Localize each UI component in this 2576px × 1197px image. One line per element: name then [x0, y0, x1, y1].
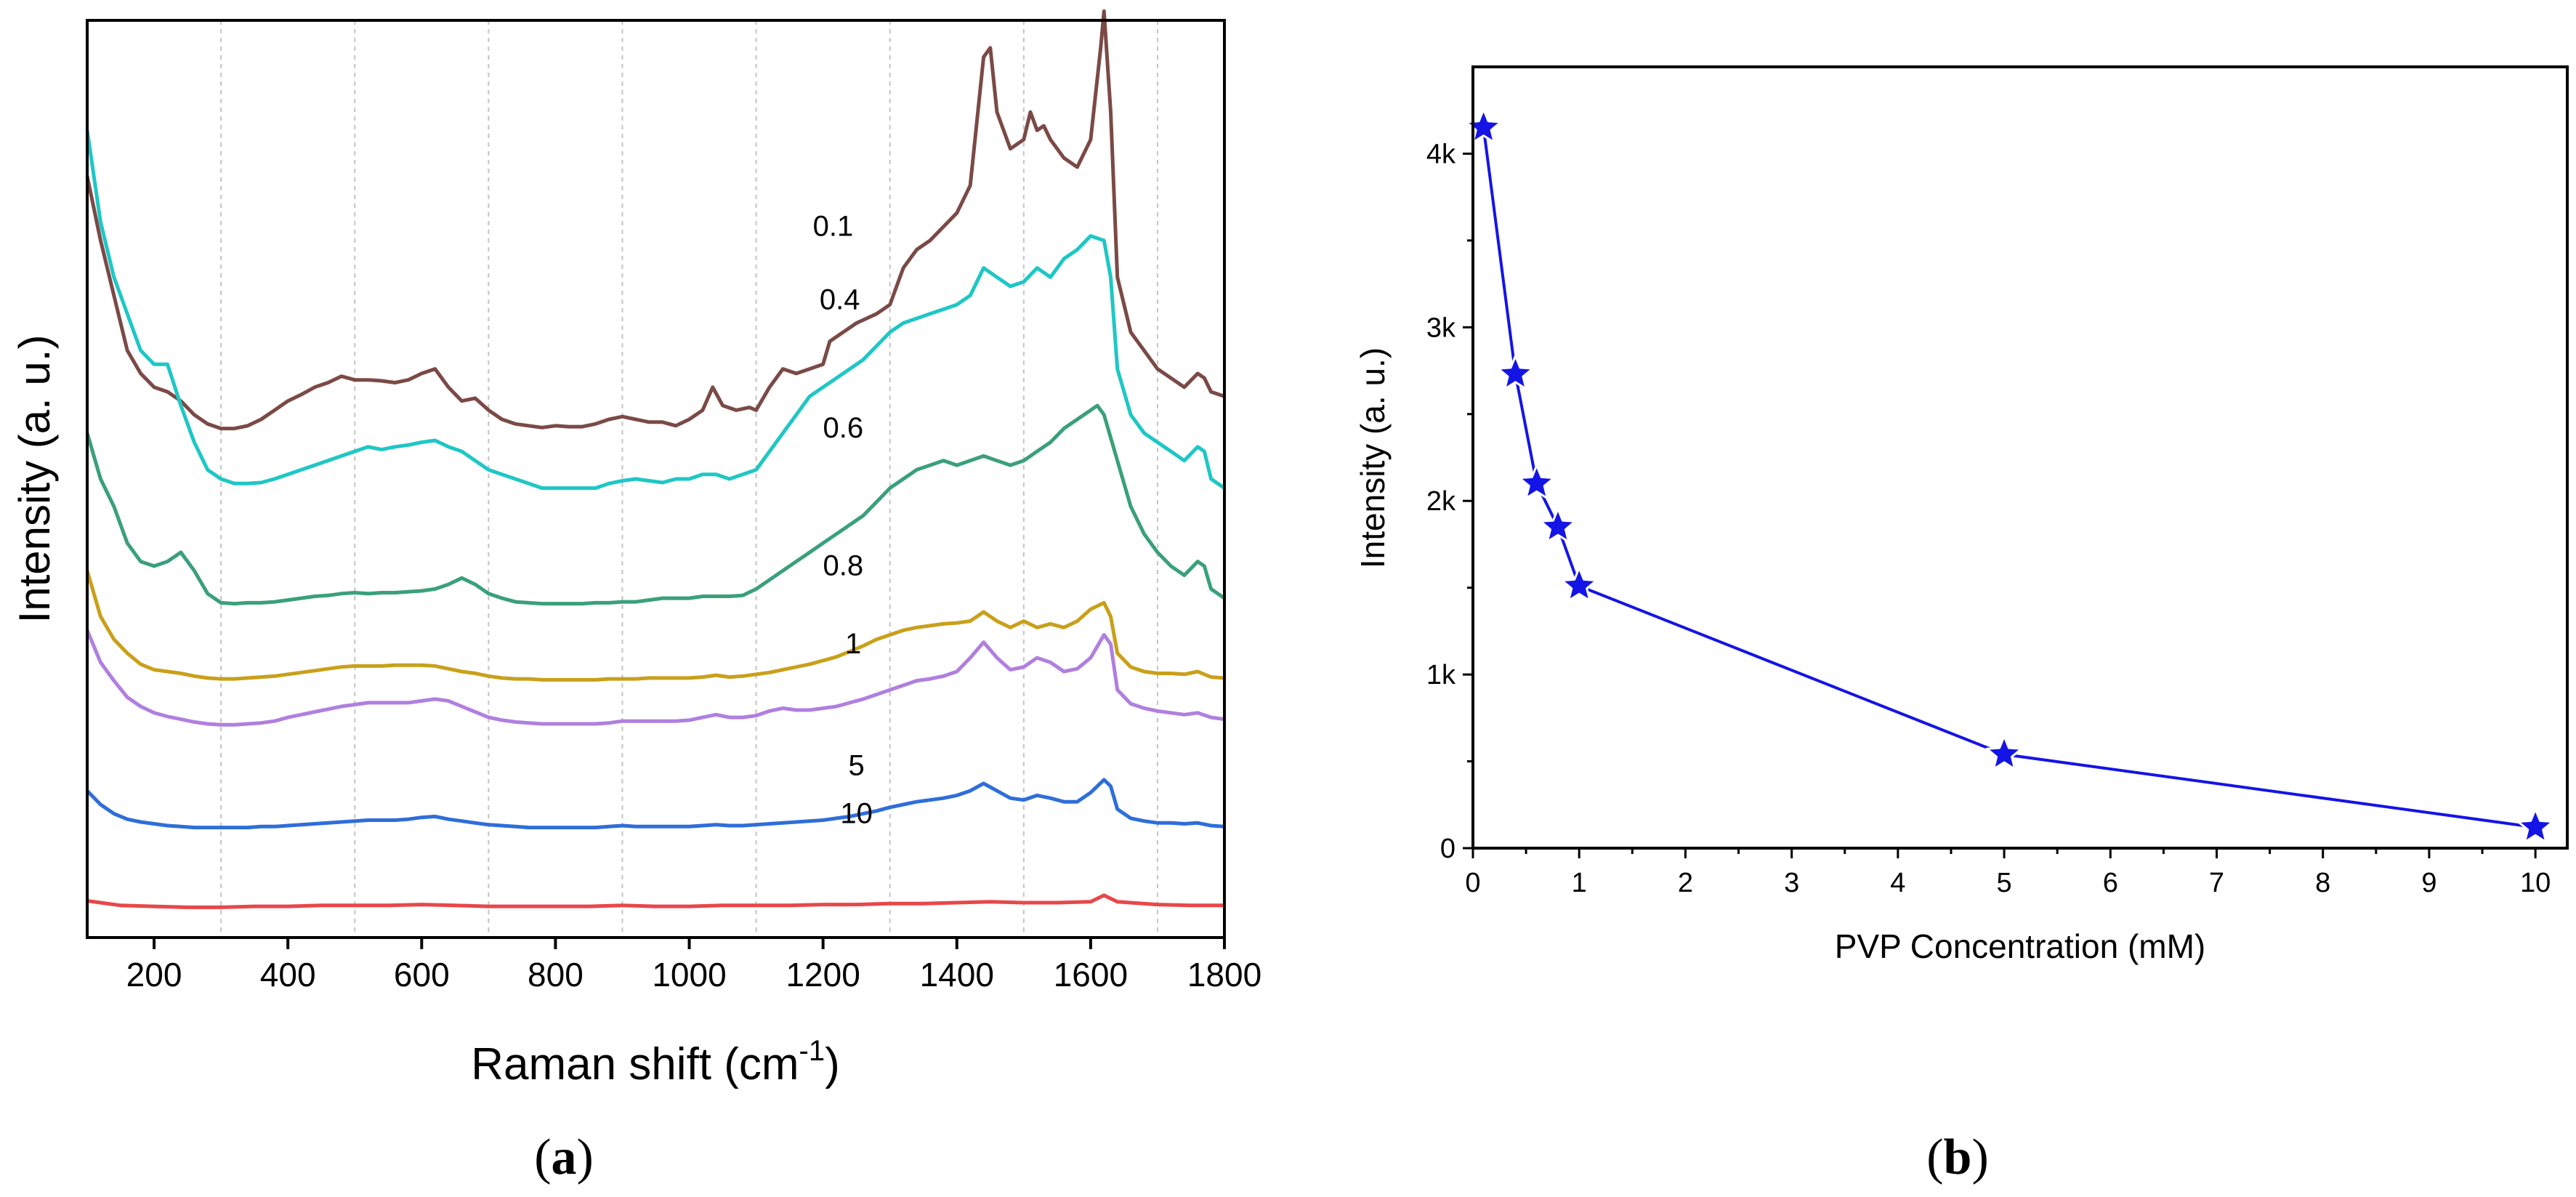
panel-b-ytick-label-0: 0: [1440, 834, 1455, 864]
panel-b-xtick-label-8: 8: [2315, 868, 2330, 898]
panel-a-ylabel: Intensity (a. u.): [10, 335, 59, 624]
panel-a-series-label-1: 1: [845, 628, 861, 660]
panel-a-xtick-label-800: 800: [528, 956, 584, 994]
panel-b-marker-1: [1560, 566, 1598, 602]
panel-b-xlabel: PVP Concentration (mM): [1835, 927, 2205, 965]
panel-b-marker-10: [2516, 807, 2554, 844]
panel-b-plot-frame: [1471, 65, 2569, 850]
panel-b: 0 1 2 3 4 5 6 7 8 9 10 0 1k 2k 3k 4k Intensity (a. u.)…: [1354, 65, 2569, 1185]
panel-a-series-label-0-8: 0.8: [823, 550, 863, 582]
panel-b-xtick-label-7: 7: [2209, 868, 2224, 898]
panel-a-series: [85, 9, 1226, 909]
panel-a-series-label-5: 5: [849, 750, 865, 782]
panel-a-series-line-1: [85, 629, 1225, 727]
panel-b-x-axis: 0 1 2 3 4 5 6 7 8 9 10: [1465, 848, 2551, 898]
panel-a-series-labels: 0.1 0.4 0.6 0.8 1 5 10: [813, 211, 873, 830]
panel-a-x-axis: 200 400 600 800 1000 1200 1400 1600 1800: [126, 938, 1261, 994]
panel-a-caption: (a): [534, 1129, 594, 1185]
panel-b-ytick-label-1000: 1k: [1426, 660, 1456, 690]
panel-b-xtick-label-9: 9: [2421, 868, 2436, 898]
panel-a-series-line-0-6: [85, 403, 1226, 606]
panel-b-marker-0-6: [1518, 464, 1555, 500]
panel-a-xtick-label-1400: 1400: [920, 956, 994, 994]
panel-b-marker-0-8: [1539, 507, 1577, 543]
panel-b-xtick-label-6: 6: [2103, 868, 2118, 898]
panel-b-xtick-label-2: 2: [1678, 868, 1693, 898]
panel-b-xtick-label-10: 10: [2520, 868, 2551, 898]
panel-a: 200 400 600 800 1000 1200 1400 1600 1800 0.10.40…: [10, 9, 1261, 1185]
panel-b-ylabel: Intensity (a. u.): [1354, 347, 1392, 568]
panel-a-series-label-0-1: 0.1: [813, 211, 854, 243]
panel-a-xlabel-suffix: ): [825, 1039, 840, 1089]
panel-a-series-line-0-4: [85, 130, 1226, 491]
panel-a-xtick-label-1000: 1000: [652, 956, 726, 994]
panel-a-xtick-label-1800: 1800: [1187, 956, 1261, 994]
panel-a-xlabel-superscript: -1: [799, 1035, 825, 1067]
panel-a-series-line-5: [86, 778, 1225, 830]
panel-a-xlabel: Raman shift (cm-1): [471, 1035, 840, 1089]
panel-b-y-axis: 0 1k 2k 3k 4k: [1426, 139, 1473, 864]
panel-a-xtick-label-600: 600: [394, 956, 450, 994]
panel-a-xtick-label-200: 200: [126, 956, 182, 994]
panel-b-marker-0-4: [1497, 355, 1534, 390]
panel-b-xtick-label-3: 3: [1784, 868, 1799, 898]
panel-b-xtick-label-4: 4: [1890, 868, 1905, 898]
panel-b-caption: (b): [1926, 1129, 1989, 1185]
panel-b-marker-5: [1985, 735, 2023, 770]
panel-a-plot-frame: [86, 19, 1226, 939]
panel-b-xtick-label-5: 5: [1996, 868, 2011, 898]
panel-b-ytick-label-4000: 4k: [1426, 139, 1456, 169]
panel-a-series-label-0-6: 0.6: [823, 412, 863, 444]
panel-a-series-line-0-8: [85, 570, 1225, 682]
panel-a-xtick-label-1200: 1200: [786, 956, 860, 994]
panel-b-ytick-label-2000: 2k: [1426, 486, 1456, 517]
panel-b-xtick-label-1: 1: [1572, 868, 1587, 898]
panel-a-series-label-0-4: 0.4: [820, 284, 860, 316]
panel-a-xtick-label-400: 400: [260, 956, 316, 994]
panel-a-caption-letter: a: [552, 1129, 577, 1185]
panel-b-marker-0-1: [1465, 108, 1502, 144]
panel-b-caption-letter: b: [1944, 1129, 1972, 1185]
panel-b-xtick-label-0: 0: [1465, 868, 1480, 898]
panel-a-series-line-0-1: [85, 9, 1225, 431]
panel-b-ytick-label-3000: 3k: [1426, 313, 1456, 343]
panel-a-xtick-label-1600: 1600: [1054, 956, 1128, 994]
panel-a-series-line-10: [86, 893, 1224, 909]
panel-a-xlabel-text: Raman shift (cm: [471, 1039, 799, 1089]
panel-a-series-label-10: 10: [840, 797, 873, 829]
panel-b-markers: [1465, 108, 2554, 844]
